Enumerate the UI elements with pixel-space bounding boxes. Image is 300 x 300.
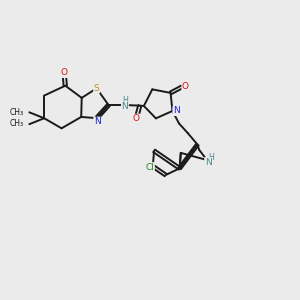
Text: H: H	[122, 96, 128, 105]
Text: O: O	[61, 68, 68, 77]
Text: N: N	[173, 106, 180, 116]
Text: N: N	[205, 158, 211, 166]
Text: Cl: Cl	[146, 163, 154, 172]
Text: N: N	[122, 102, 128, 111]
Text: O: O	[133, 114, 140, 123]
Text: O: O	[182, 82, 189, 91]
Text: N: N	[94, 117, 101, 126]
Text: CH₃: CH₃	[10, 107, 24, 116]
Text: S: S	[94, 84, 100, 93]
Text: H: H	[208, 152, 214, 161]
Text: CH₃: CH₃	[10, 119, 24, 128]
